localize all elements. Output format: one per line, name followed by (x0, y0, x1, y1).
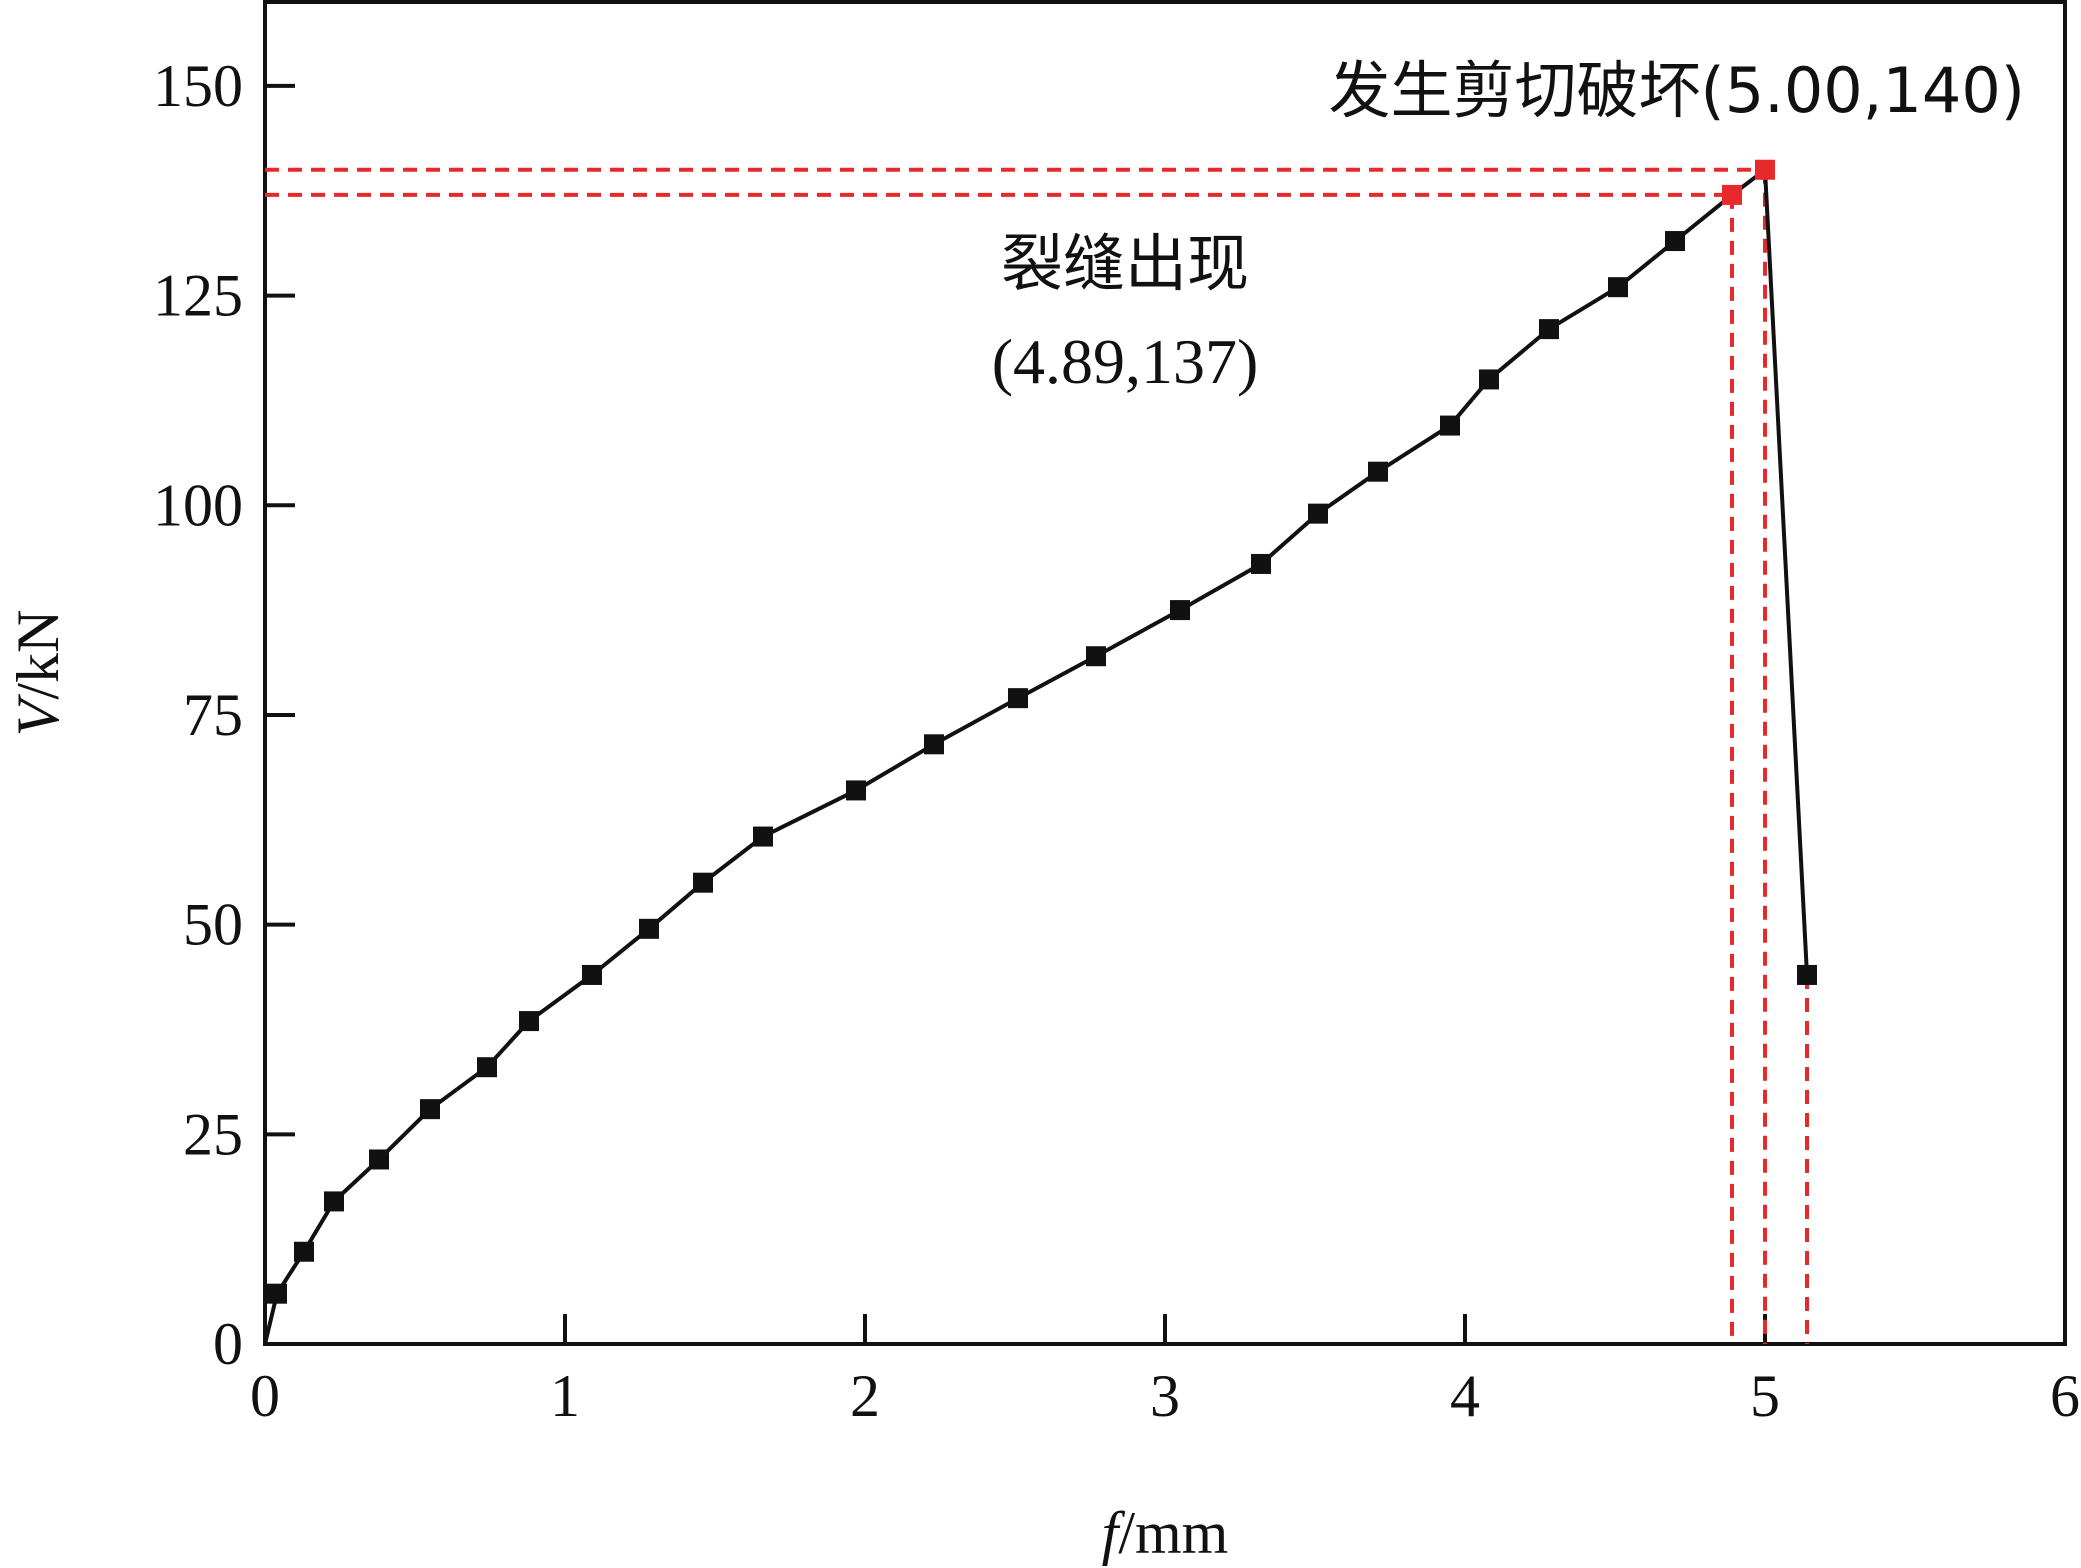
crack-annotation-value: (4.89,137) (992, 326, 1259, 397)
series-line (263, 167, 1809, 1345)
data-point-14 (1008, 688, 1028, 709)
data-point-26 (1755, 159, 1775, 180)
y-tick-label-2: 50 (183, 892, 243, 958)
data-point-17 (1251, 553, 1271, 574)
crack-annotation-label: 裂缝出现 (1001, 227, 1249, 300)
data-point-19 (1368, 461, 1388, 482)
data-point-20 (1440, 415, 1460, 436)
data-point-9 (639, 918, 659, 939)
data-point-16 (1170, 600, 1190, 621)
data-point-23 (1608, 277, 1628, 298)
y-tick-label-4: 100 (153, 472, 243, 538)
data-point-18 (1308, 503, 1328, 524)
x-tick-label-3: 3 (1150, 1363, 1180, 1429)
x-tick-label-0: 0 (250, 1363, 280, 1429)
data-point-15 (1086, 646, 1106, 667)
data-point-27 (1797, 964, 1817, 985)
data-point-22 (1539, 319, 1559, 340)
data-point-11 (753, 826, 773, 847)
data-point-7 (519, 1011, 539, 1032)
y-tick-label-6: 150 (153, 53, 243, 119)
y-tick-label-1: 25 (183, 1101, 243, 1167)
y-tick-label-5: 125 (153, 263, 243, 329)
x-tick-label-4: 4 (1450, 1363, 1480, 1429)
y-tick-label-3: 75 (183, 682, 243, 748)
x-axis-title: f/mm (1102, 1500, 1229, 1566)
data-point-13 (924, 734, 944, 755)
x-tick-label-6: 6 (2050, 1363, 2080, 1429)
data-point-3 (324, 1191, 344, 1212)
shear-failure-annotation: 发生剪切破坏(5.00,140) (1329, 54, 2025, 127)
data-point-6 (477, 1057, 497, 1078)
data-markers (267, 159, 1817, 1304)
y-axis-title: V/kN (5, 610, 71, 737)
plot-frame (263, 0, 2067, 1346)
x-tick-label-2: 2 (850, 1363, 880, 1429)
data-point-12 (846, 780, 866, 801)
data-point-10 (693, 872, 713, 893)
x-tick-label-5: 5 (1750, 1363, 1780, 1429)
data-point-21 (1479, 369, 1499, 390)
data-point-5 (420, 1099, 440, 1120)
data-point-4 (369, 1149, 389, 1170)
data-point-25 (1722, 184, 1742, 205)
data-point-2 (294, 1241, 314, 1262)
data-point-24 (1665, 231, 1685, 252)
guide-lines (265, 167, 1809, 1344)
y-tick-label-0: 0 (213, 1311, 243, 1377)
data-point-8 (582, 964, 602, 985)
x-tick-label-1: 1 (550, 1363, 580, 1429)
data-point-1 (267, 1283, 287, 1304)
